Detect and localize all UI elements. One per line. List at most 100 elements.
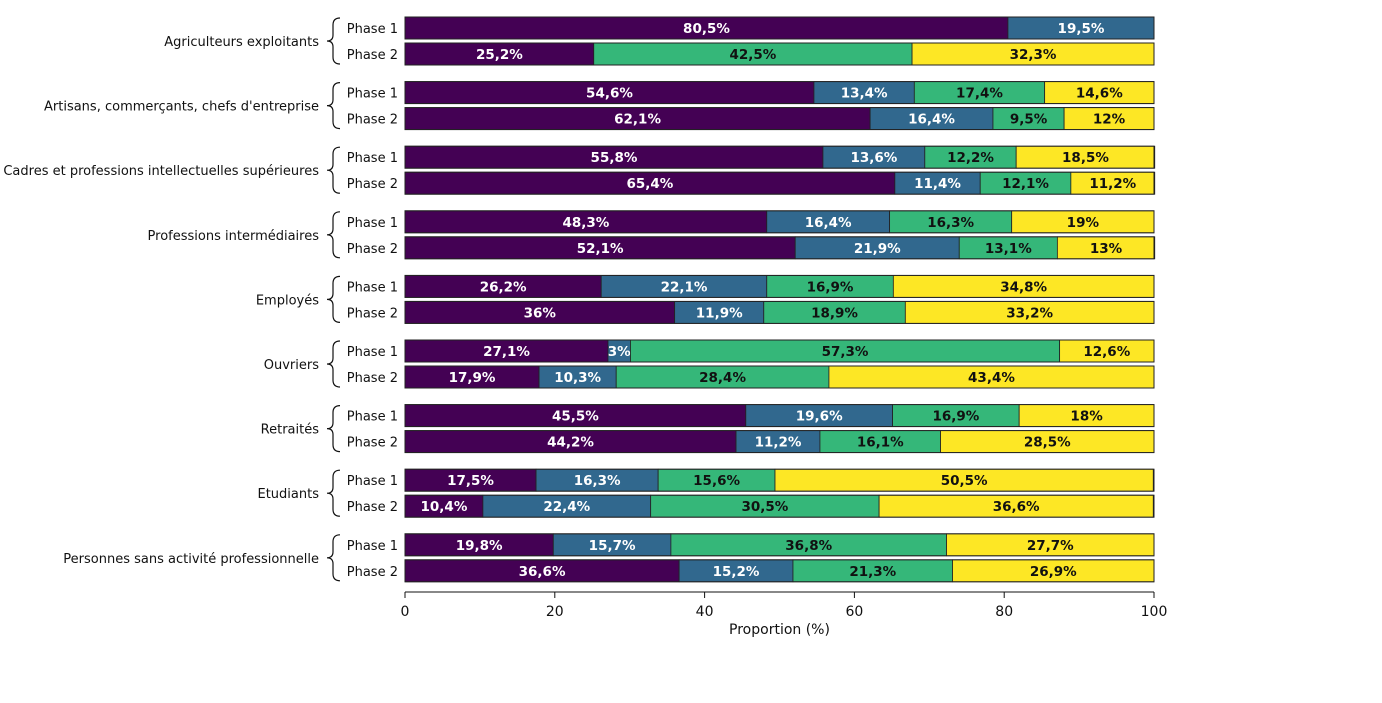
segment-value-label: 26,9% <box>1030 564 1077 580</box>
stacked-bar: 25,2% 42,5% 32,3% Phase 2 <box>347 42 1155 66</box>
stacked-bar: 17,5% 16,3% 15,6% 50,5% Phase 1 <box>347 468 1155 492</box>
segment-value-label: 18,9% <box>811 305 858 321</box>
segment-value-label: 33,2% <box>1006 305 1053 321</box>
segment-value-label: 34,8% <box>1000 279 1047 295</box>
segment-value-label: 17,9% <box>449 370 496 386</box>
group-brace <box>326 405 341 453</box>
group-label: Ouvriers <box>264 358 319 373</box>
bar-frame <box>404 236 1155 260</box>
group-brace <box>326 534 341 582</box>
segment-value-label: 16,4% <box>908 112 955 128</box>
chart-groups: 80,5% 19,5% Phase 1 25,2% 42,5% 32,3% Phase 2 A… <box>3 16 1156 583</box>
bar-group: 80,5% 19,5% Phase 1 25,2% 42,5% 32,3% Phase 2 A… <box>164 16 1155 66</box>
segment-value-label: 36,6% <box>519 564 566 580</box>
phase-label: Phase 2 <box>347 48 398 63</box>
segment-value-label: 57,3% <box>822 344 869 360</box>
x-tick-label: 80 <box>995 604 1013 620</box>
group-brace <box>326 275 341 323</box>
stacked-bar: 80,5% 19,5% Phase 1 <box>347 16 1155 40</box>
group-brace <box>326 340 341 388</box>
group-label: Employés <box>256 293 319 308</box>
phase-label: Phase 2 <box>347 436 398 451</box>
phase-label: Phase 2 <box>347 177 398 192</box>
group-label: Artisans, commerçants, chefs d'entrepris… <box>44 100 319 115</box>
bar-group: 48,3% 16,4% 16,3% 19% Phase 1 52,1% 21,9% 13,1%… <box>148 210 1156 260</box>
x-tick-label: 20 <box>546 604 564 620</box>
segment-value-label: 14,6% <box>1076 86 1123 102</box>
segment-value-label: 15,6% <box>693 473 740 489</box>
segment-value-label: 12% <box>1093 112 1126 128</box>
group-label: Professions intermédiaires <box>148 229 320 244</box>
segment-value-label: 36% <box>524 305 557 321</box>
bar-group: 27,1% 3% 57,3% 12,6% Phase 1 17,9% 10,3% 28,4% 4… <box>264 339 1155 389</box>
bar-group: 17,5% 16,3% 15,6% 50,5% Phase 1 10,4% 22,4% 30,… <box>258 468 1155 518</box>
segment-value-label: 25,2% <box>476 47 523 63</box>
stacked-bar: 44,2% 11,2% 16,1% 28,5% Phase 2 <box>347 430 1155 454</box>
stacked-bar: 52,1% 21,9% 13,1% 13% Phase 2 <box>347 236 1156 260</box>
group-label: Agriculteurs exploitants <box>164 35 319 50</box>
bar-group: 26,2% 22,1% 16,9% 34,8% Phase 1 36% 11,9% 18,9%… <box>256 274 1155 324</box>
bar-frame <box>404 210 1155 234</box>
segment-value-label: 28,4% <box>699 370 746 386</box>
phase-label: Phase 1 <box>347 151 398 166</box>
segment-value-label: 15,2% <box>713 564 760 580</box>
segment-value-label: 55,8% <box>591 150 638 166</box>
segment-value-label: 13,6% <box>850 150 897 166</box>
phase-label: Phase 1 <box>347 216 398 231</box>
segment-value-label: 12,1% <box>1002 176 1049 192</box>
phase-label: Phase 2 <box>347 500 398 515</box>
segment-value-label: 36,8% <box>785 538 832 554</box>
segment-value-label: 44,2% <box>547 435 594 451</box>
group-label: Retraités <box>261 423 320 438</box>
segment-value-label: 11,2% <box>755 435 802 451</box>
bar-frame <box>404 107 1155 131</box>
x-tick-label: 100 <box>1141 604 1168 620</box>
segment-value-label: 18,5% <box>1062 150 1109 166</box>
segment-value-label: 21,3% <box>849 564 896 580</box>
phase-label: Phase 1 <box>347 22 398 37</box>
stacked-bar: 54,6% 13,4% 17,4% 14,6% Phase 1 <box>347 81 1155 105</box>
bar-frame <box>404 430 1155 454</box>
bar-frame <box>404 494 1155 518</box>
bar-frame <box>404 559 1155 583</box>
x-axis-ticks: 0 20 40 60 80 100 <box>401 592 1168 620</box>
segment-value-label: 13,4% <box>841 86 888 102</box>
segment-value-label: 11,4% <box>914 176 961 192</box>
segment-value-label: 22,4% <box>543 499 590 515</box>
stacked-bar: 36,6% 15,2% 21,3% 26,9% Phase 2 <box>347 559 1155 583</box>
group-label: Etudiants <box>258 487 320 502</box>
segment-value-label: 42,5% <box>729 47 776 63</box>
group-brace <box>326 211 341 259</box>
segment-value-label: 28,5% <box>1024 435 1071 451</box>
bar-frame <box>404 145 1155 169</box>
bar-frame <box>404 533 1155 557</box>
bar-frame <box>404 16 1155 40</box>
stacked-bar: 65,4% 11,4% 12,1% 11,2% Phase 2 <box>347 171 1156 195</box>
stacked-bar: 48,3% 16,4% 16,3% 19% Phase 1 <box>347 210 1155 234</box>
bar-frame <box>404 404 1155 428</box>
bar-frame <box>404 365 1155 389</box>
segment-value-label: 16,9% <box>807 279 854 295</box>
segment-value-label: 13% <box>1090 241 1123 257</box>
phase-label: Phase 1 <box>347 539 398 554</box>
segment-value-label: 27,1% <box>483 344 530 360</box>
phase-label: Phase 2 <box>347 113 398 128</box>
segment-value-label: 43,4% <box>968 370 1015 386</box>
phase-label: Phase 2 <box>347 371 398 386</box>
stacked-bar: 62,1% 16,4% 9,5% 12% Phase 2 <box>347 107 1155 131</box>
bar-frame <box>404 81 1155 105</box>
segment-value-label: 11,2% <box>1089 176 1136 192</box>
phase-label: Phase 2 <box>347 306 398 321</box>
segment-value-label: 17,4% <box>956 86 1003 102</box>
group-label: Personnes sans activité professionnelle <box>63 552 319 567</box>
segment-value-label: 26,2% <box>480 279 527 295</box>
segment-value-label: 16,4% <box>805 215 852 231</box>
segment-value-label: 36,6% <box>993 499 1040 515</box>
segment-value-label: 11,9% <box>696 305 743 321</box>
segment-value-label: 12,2% <box>947 150 994 166</box>
segment-value-label: 12,6% <box>1083 344 1130 360</box>
phase-label: Phase 1 <box>347 345 398 360</box>
stacked-bar: 27,1% 3% 57,3% 12,6% Phase 1 <box>347 339 1155 363</box>
bar-frame <box>404 339 1155 363</box>
segment-value-label: 32,3% <box>1010 47 1057 63</box>
